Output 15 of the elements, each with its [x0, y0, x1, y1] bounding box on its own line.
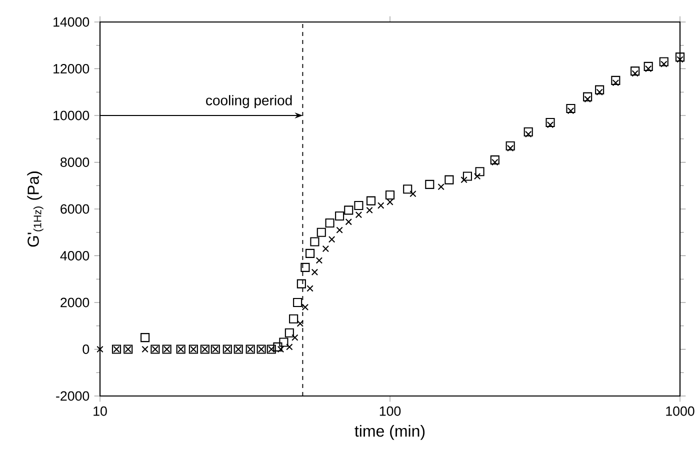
x-tick-label: 100 [380, 406, 401, 416]
y-tick-label: 4000 [60, 251, 90, 260]
y-tick-label: 10000 [54, 110, 90, 120]
x-axis-title: time (min) [354, 425, 425, 440]
y-tick-label: 12000 [54, 64, 90, 74]
annotation: cooling period [206, 95, 292, 108]
y-tick-label: 6000 [60, 204, 90, 214]
y-tick-label: 14000 [54, 17, 90, 27]
x-tick-label: 10 [94, 406, 107, 416]
y-tick-label: 2000 [60, 298, 90, 308]
x-tick-label: 1000 [666, 406, 694, 416]
y-tick-label: 8000 [60, 158, 90, 167]
y-tick-label: 0 [82, 344, 90, 354]
y-axis-title: G'$_{(1Hz)}$ (Pa) [27, 172, 44, 247]
y-tick-label: -2000 [56, 391, 90, 401]
